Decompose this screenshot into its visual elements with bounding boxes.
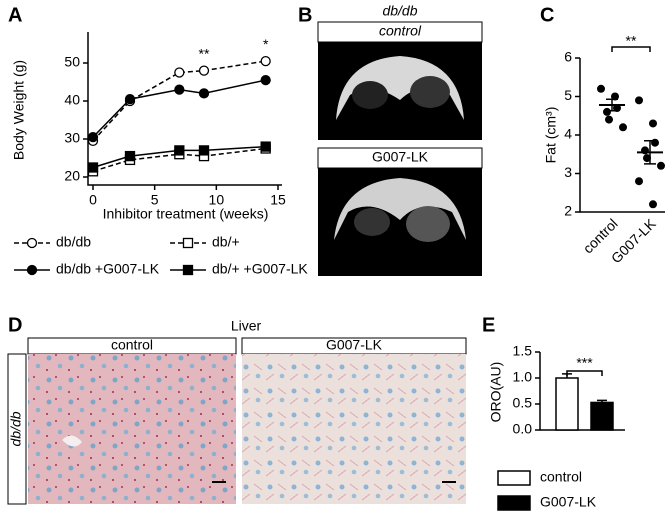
- data-point: [603, 107, 611, 116]
- image-label: G007-LK: [372, 149, 429, 165]
- significance: *: [263, 36, 269, 52]
- panel-letter: C: [540, 4, 554, 26]
- data-point: [260, 141, 271, 152]
- panel-title: db/db: [382, 3, 417, 19]
- significance: ***: [576, 355, 593, 371]
- y-axis-label: ORO(AU): [488, 362, 504, 423]
- ct-organ: [354, 208, 390, 236]
- data-point: [174, 84, 185, 95]
- image-label: control: [111, 337, 153, 353]
- data-point: [174, 145, 185, 156]
- y-tick-label: 6: [564, 49, 572, 65]
- legend-swatch: [497, 470, 531, 486]
- legend-swatch: [497, 495, 531, 511]
- y-tick-label: 3: [564, 164, 572, 180]
- data-point: [198, 145, 210, 156]
- histology-image: [242, 354, 466, 504]
- bracket: [566, 370, 603, 376]
- vessel: [62, 435, 82, 447]
- legend-label: db/db: [56, 234, 91, 250]
- y-tick-label: 0.5: [513, 395, 533, 411]
- y-tick-label: 1.5: [513, 343, 533, 359]
- ct-fat: [334, 178, 466, 240]
- bracket: [611, 46, 651, 52]
- data-point: [260, 74, 271, 86]
- x-tick-label: 5: [151, 192, 159, 208]
- y-tick-label: 5: [564, 87, 572, 103]
- ct-organ: [406, 206, 450, 242]
- error-bar: [644, 140, 656, 165]
- y-tick-label: 2: [564, 203, 572, 219]
- data-point: [619, 123, 627, 132]
- ct-organ: [352, 81, 388, 109]
- data-point: [635, 96, 643, 105]
- data-point: [260, 55, 271, 67]
- data-point: [124, 93, 136, 105]
- image-label: control: [379, 23, 422, 39]
- y-tick-label: 40: [64, 92, 80, 108]
- histology-image: [28, 354, 236, 504]
- data-point: [635, 177, 643, 186]
- legend-label: control: [540, 469, 582, 485]
- bar: [590, 401, 614, 431]
- data-point: [657, 161, 665, 170]
- panel-letter: E: [482, 314, 495, 336]
- data-point: [174, 67, 185, 78]
- label-box: [7, 353, 27, 505]
- y-tick-label: 1.0: [513, 369, 533, 385]
- legend-marker: [26, 237, 38, 249]
- series-line: [92, 60, 266, 142]
- data-point: [649, 119, 657, 128]
- y-tick-label: 30: [64, 130, 80, 146]
- y-axis-label: Body Weight (g): [11, 60, 27, 160]
- panel-title: Liver: [231, 318, 262, 334]
- error-bar: [597, 399, 607, 403]
- data-point: [649, 200, 657, 209]
- x-tick-label: 15: [270, 192, 286, 208]
- legend-label: db/db +G007-LK: [56, 261, 160, 277]
- legend-label: db/+: [212, 234, 240, 250]
- x-axis-label: Inhibitor treatment (weeks): [103, 206, 269, 222]
- data-point: [124, 150, 136, 162]
- significance: **: [199, 45, 210, 61]
- y-tick-label: 50: [64, 54, 80, 70]
- data-point: [198, 65, 210, 76]
- data-point: [597, 84, 605, 93]
- data-point: [605, 115, 613, 124]
- image-label: G007-LK: [326, 337, 383, 353]
- axis: [579, 58, 665, 213]
- y-tick-label: 0.0: [513, 421, 533, 437]
- side-label: db/db: [8, 411, 24, 446]
- panel-letter: D: [8, 314, 22, 336]
- panel-letter: B: [298, 4, 312, 26]
- data-point: [651, 138, 659, 147]
- legend-label: db/+ +G007-LK: [212, 261, 308, 277]
- x-tick-label: 0: [89, 192, 97, 208]
- y-tick-label: 20: [64, 168, 80, 184]
- y-axis-label: Fat (cm³): [543, 107, 559, 164]
- legend-label: G007-LK: [540, 494, 597, 510]
- error-bar: [606, 98, 618, 112]
- ct-fat: [336, 56, 464, 120]
- significance: **: [626, 33, 637, 49]
- data-point: [198, 88, 210, 99]
- bar: [555, 377, 579, 431]
- legend-marker: [182, 264, 194, 276]
- axis: [87, 32, 282, 186]
- data-point: [87, 131, 99, 143]
- panel-letter: A: [8, 4, 22, 26]
- y-tick-label: 4: [564, 126, 572, 142]
- legend-marker: [26, 264, 38, 276]
- ct-organ: [410, 76, 450, 108]
- legend-marker: [182, 237, 194, 249]
- data-point: [643, 154, 651, 163]
- x-tick-label: 10: [209, 192, 225, 208]
- data-point: [87, 162, 99, 173]
